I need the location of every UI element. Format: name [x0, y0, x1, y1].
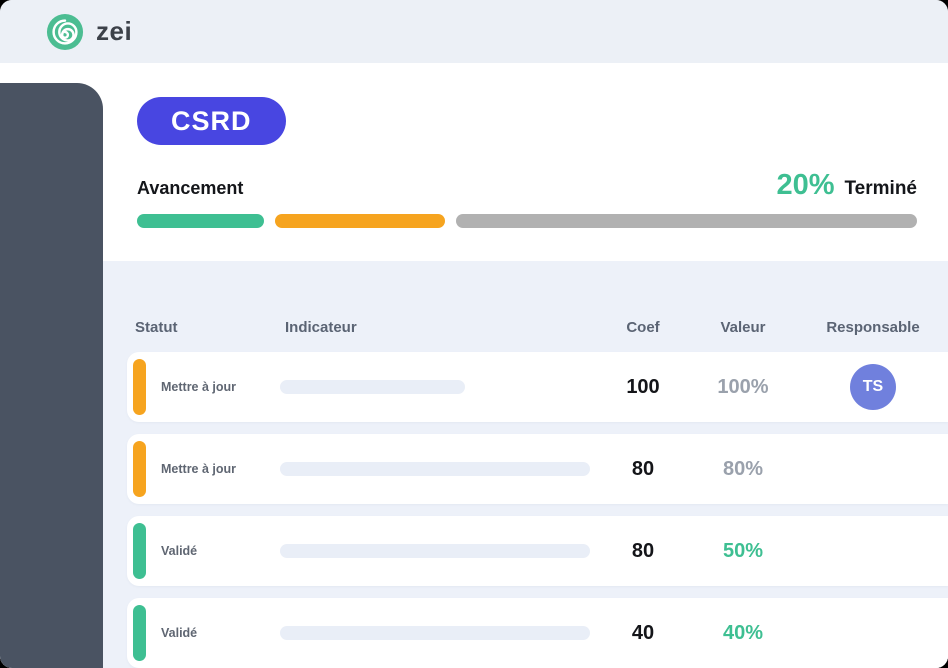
brand-logo: zei: [46, 13, 132, 51]
table-row[interactable]: Mettre à jour 80 80%: [127, 434, 948, 504]
indicator-skeleton: [280, 544, 590, 558]
progress-segment-complete: [137, 214, 264, 228]
status-color-bar: [133, 359, 146, 415]
status-label: Mettre à jour: [161, 462, 237, 476]
coef-value: 80: [631, 457, 655, 480]
indicator-cell: [277, 462, 598, 476]
status-label: Validé: [161, 626, 198, 640]
progress-panel: CSRD Avancement 20% Terminé: [103, 63, 948, 261]
column-header-coef: Coef: [626, 319, 660, 336]
table-row[interactable]: Validé 40 40%: [127, 598, 948, 668]
valeur-value: 40%: [722, 621, 764, 644]
progress-percent-group: 20% Terminé: [776, 169, 917, 202]
responsable-cell: TS: [798, 364, 948, 410]
status-color-bar: [133, 523, 146, 579]
status-cell: Validé: [127, 605, 277, 661]
table-rows: Mettre à jour 100 100% TS: [127, 352, 948, 668]
indicator-cell: [277, 626, 598, 640]
status-color-bar: [133, 441, 146, 497]
coef-value: 40: [631, 621, 655, 644]
status-cell: Validé: [127, 523, 277, 579]
spiral-icon: [46, 13, 84, 51]
avatar[interactable]: TS: [850, 364, 896, 410]
csrd-badge: CSRD: [137, 97, 286, 145]
table-row[interactable]: Validé 80 50%: [127, 516, 948, 586]
progress-percent-label: Terminé: [844, 178, 917, 199]
indicator-skeleton: [280, 380, 465, 394]
brand-name: zei: [96, 16, 133, 46]
top-navbar: zei: [0, 0, 948, 63]
progress-title: Avancement: [137, 178, 244, 198]
progress-percent: 20%: [776, 169, 835, 201]
column-header-responsable: Responsable: [826, 319, 920, 336]
status-color-bar: [133, 605, 146, 661]
status-cell: Mettre à jour: [127, 441, 277, 497]
coef-value: 100: [626, 375, 660, 398]
indicator-cell: [277, 380, 598, 394]
status-label: Validé: [161, 544, 198, 558]
progress-segment-in-progress: [275, 214, 445, 228]
progress-segment-remaining: [456, 214, 917, 228]
valeur-value: 80%: [722, 457, 764, 480]
progress-track: [137, 214, 917, 228]
main-content: CSRD Avancement 20% Terminé Statut Indic…: [103, 63, 948, 668]
table-header-row: Statut Indicateur Coef Valeur Responsabl…: [127, 319, 948, 336]
valeur-value: 50%: [722, 539, 764, 562]
indicator-skeleton: [280, 462, 590, 476]
column-header-indicateur: Indicateur: [285, 319, 357, 336]
indicators-table: Statut Indicateur Coef Valeur Responsabl…: [103, 261, 948, 668]
coef-value: 80: [631, 539, 655, 562]
status-cell: Mettre à jour: [127, 359, 277, 415]
page-body: CSRD Avancement 20% Terminé Statut Indic…: [0, 63, 948, 668]
progress-header: Avancement 20% Terminé: [137, 169, 917, 202]
status-label: Mettre à jour: [161, 380, 237, 394]
table-row[interactable]: Mettre à jour 100 100% TS: [127, 352, 948, 422]
indicator-skeleton: [280, 626, 590, 640]
sidebar: [0, 83, 103, 668]
column-header-valeur: Valeur: [720, 319, 766, 336]
valeur-value: 100%: [717, 375, 769, 398]
indicator-cell: [277, 544, 598, 558]
column-header-statut: Statut: [135, 319, 178, 336]
